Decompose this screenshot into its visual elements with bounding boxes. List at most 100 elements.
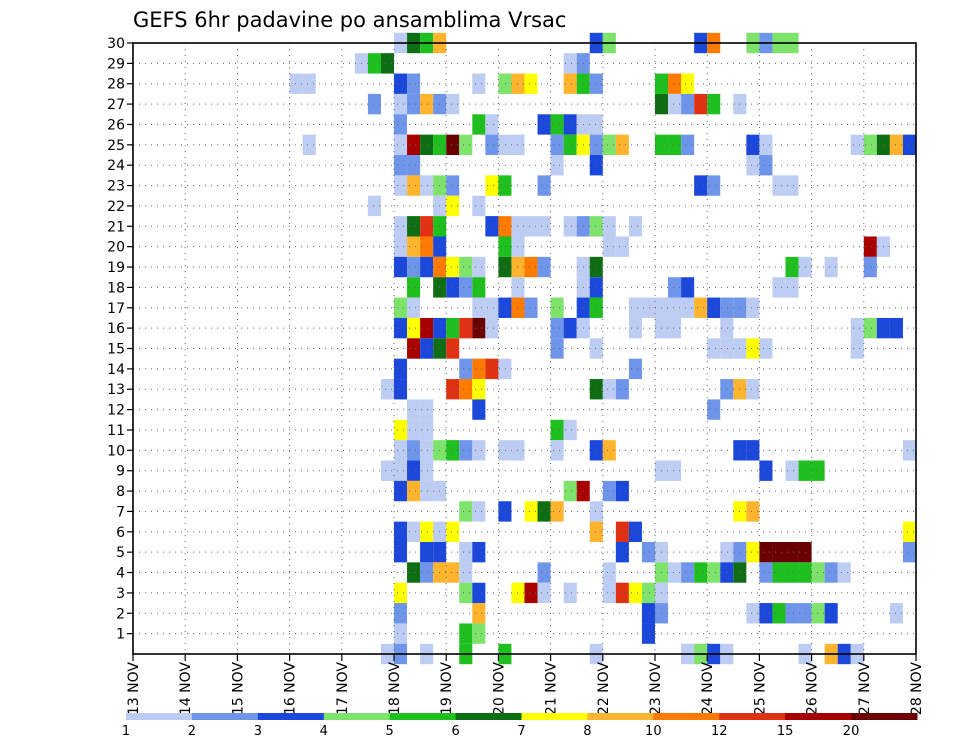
heatmap-cell <box>850 338 864 359</box>
heatmap-cell <box>472 541 486 563</box>
heatmap-cell <box>407 562 421 583</box>
legend-label: 6 <box>451 724 459 739</box>
heatmap-cell <box>628 358 642 380</box>
heatmap-cell <box>681 297 695 318</box>
legend-swatch <box>851 713 918 720</box>
heatmap-cell <box>472 582 486 604</box>
heatmap-cell <box>746 155 760 176</box>
heatmap-cell <box>628 317 642 339</box>
heatmap-cell <box>563 53 577 74</box>
heatmap-cell <box>707 562 721 583</box>
heatmap-cell <box>602 379 616 400</box>
x-tick-label: 14 NOV <box>178 662 194 716</box>
heatmap-cell <box>420 480 434 502</box>
y-tick-label: 20 <box>107 240 125 256</box>
heatmap-cell <box>746 379 760 400</box>
heatmap-cell <box>902 440 916 461</box>
heatmap-cell <box>641 297 655 318</box>
heatmap-cell <box>407 236 421 257</box>
heatmap-cell <box>394 134 408 156</box>
heatmap-cell <box>459 440 473 461</box>
heatmap-cell <box>563 73 577 94</box>
heatmap-cell <box>537 216 551 237</box>
heatmap-cell <box>759 155 773 176</box>
heatmap-cell <box>707 93 721 115</box>
heatmap-cell <box>759 460 773 481</box>
heatmap-cell <box>707 175 721 196</box>
heatmap-cell <box>589 440 603 461</box>
x-tick-label: 26 NOV <box>805 662 821 716</box>
heatmap-cell <box>472 297 486 318</box>
y-tick-label: 1 <box>116 627 125 643</box>
heatmap-cell <box>589 521 603 542</box>
y-tick-label: 23 <box>107 179 125 195</box>
heatmap-cell <box>524 582 538 604</box>
heatmap-cell <box>550 297 564 318</box>
heatmap-cell <box>824 562 838 583</box>
heatmap-cell <box>537 114 551 135</box>
heatmap-cell <box>420 440 434 461</box>
y-tick-label: 10 <box>107 443 125 459</box>
y-tick-label: 4 <box>116 566 125 582</box>
heatmap-cell <box>811 460 825 481</box>
heatmap-cell <box>394 460 408 481</box>
legend-label: 1 <box>122 724 130 739</box>
heatmap-cell <box>889 317 903 339</box>
heatmap-cell <box>407 155 421 176</box>
heatmap-cell <box>589 297 603 318</box>
heatmap-cell <box>563 419 577 441</box>
heatmap-cell <box>407 399 421 420</box>
heatmap-cell <box>472 623 486 644</box>
heatmap-cell <box>459 623 473 644</box>
y-tick-label: 13 <box>107 382 125 398</box>
x-tick-label: 13 NOV <box>126 662 142 716</box>
heatmap-cell <box>563 317 577 339</box>
heatmap-cell <box>694 93 708 115</box>
heatmap-cell <box>746 501 760 522</box>
heatmap-cell <box>394 623 408 644</box>
y-tick-label: 18 <box>107 280 125 296</box>
heatmap-cell <box>537 501 551 522</box>
heatmap-cell <box>420 562 434 583</box>
heatmap-cell <box>498 256 512 278</box>
heatmap-cell <box>407 480 421 502</box>
heatmap-cell <box>380 460 394 481</box>
heatmap-cell <box>537 175 551 196</box>
heatmap-cell <box>446 277 460 298</box>
y-tick-label: 2 <box>116 606 125 622</box>
heatmap-cell <box>589 379 603 400</box>
y-tick-label: 19 <box>107 260 125 276</box>
heatmap-cell <box>537 562 551 583</box>
y-tick-label: 16 <box>107 321 125 337</box>
heatmap-cell <box>420 399 434 420</box>
heatmap-cell <box>681 134 695 156</box>
y-tick-label: 24 <box>107 158 125 174</box>
heatmap-cell <box>472 399 486 420</box>
heatmap-cell <box>785 460 799 481</box>
y-tick-label: 3 <box>116 586 125 602</box>
heatmap-cell <box>485 216 499 237</box>
legend-label: 8 <box>583 724 591 739</box>
heatmap-cell <box>459 562 473 583</box>
heatmap-cell <box>681 93 695 115</box>
heatmap-cell <box>367 93 381 115</box>
heatmap-cell <box>602 236 616 257</box>
heatmap-cell <box>681 277 695 298</box>
heatmap-cell <box>472 256 486 278</box>
heatmap-cell <box>485 317 499 339</box>
heatmap-cell <box>746 440 760 461</box>
legend-swatch <box>126 713 193 720</box>
heatmap-cell <box>628 521 642 542</box>
heatmap-cell <box>641 603 655 624</box>
heatmap-cell <box>550 440 564 461</box>
x-tick-label: 22 NOV <box>596 662 612 716</box>
heatmap-cell <box>720 562 734 583</box>
heatmap-cell <box>772 562 786 583</box>
heatmap-cell <box>498 134 512 156</box>
heatmap-cell <box>407 73 421 94</box>
heatmap-cell <box>563 480 577 502</box>
heatmap-cell <box>472 73 486 94</box>
heatmap-cell <box>472 358 486 380</box>
y-tick-label: 9 <box>116 464 125 480</box>
heatmap-cell <box>459 501 473 522</box>
